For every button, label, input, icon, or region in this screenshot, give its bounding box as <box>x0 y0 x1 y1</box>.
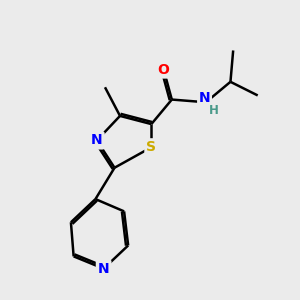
Text: N: N <box>199 91 210 105</box>
Text: N: N <box>98 262 109 276</box>
Text: O: O <box>158 62 170 76</box>
Text: S: S <box>146 140 156 154</box>
Text: H: H <box>209 104 219 117</box>
Text: N: N <box>91 134 103 148</box>
